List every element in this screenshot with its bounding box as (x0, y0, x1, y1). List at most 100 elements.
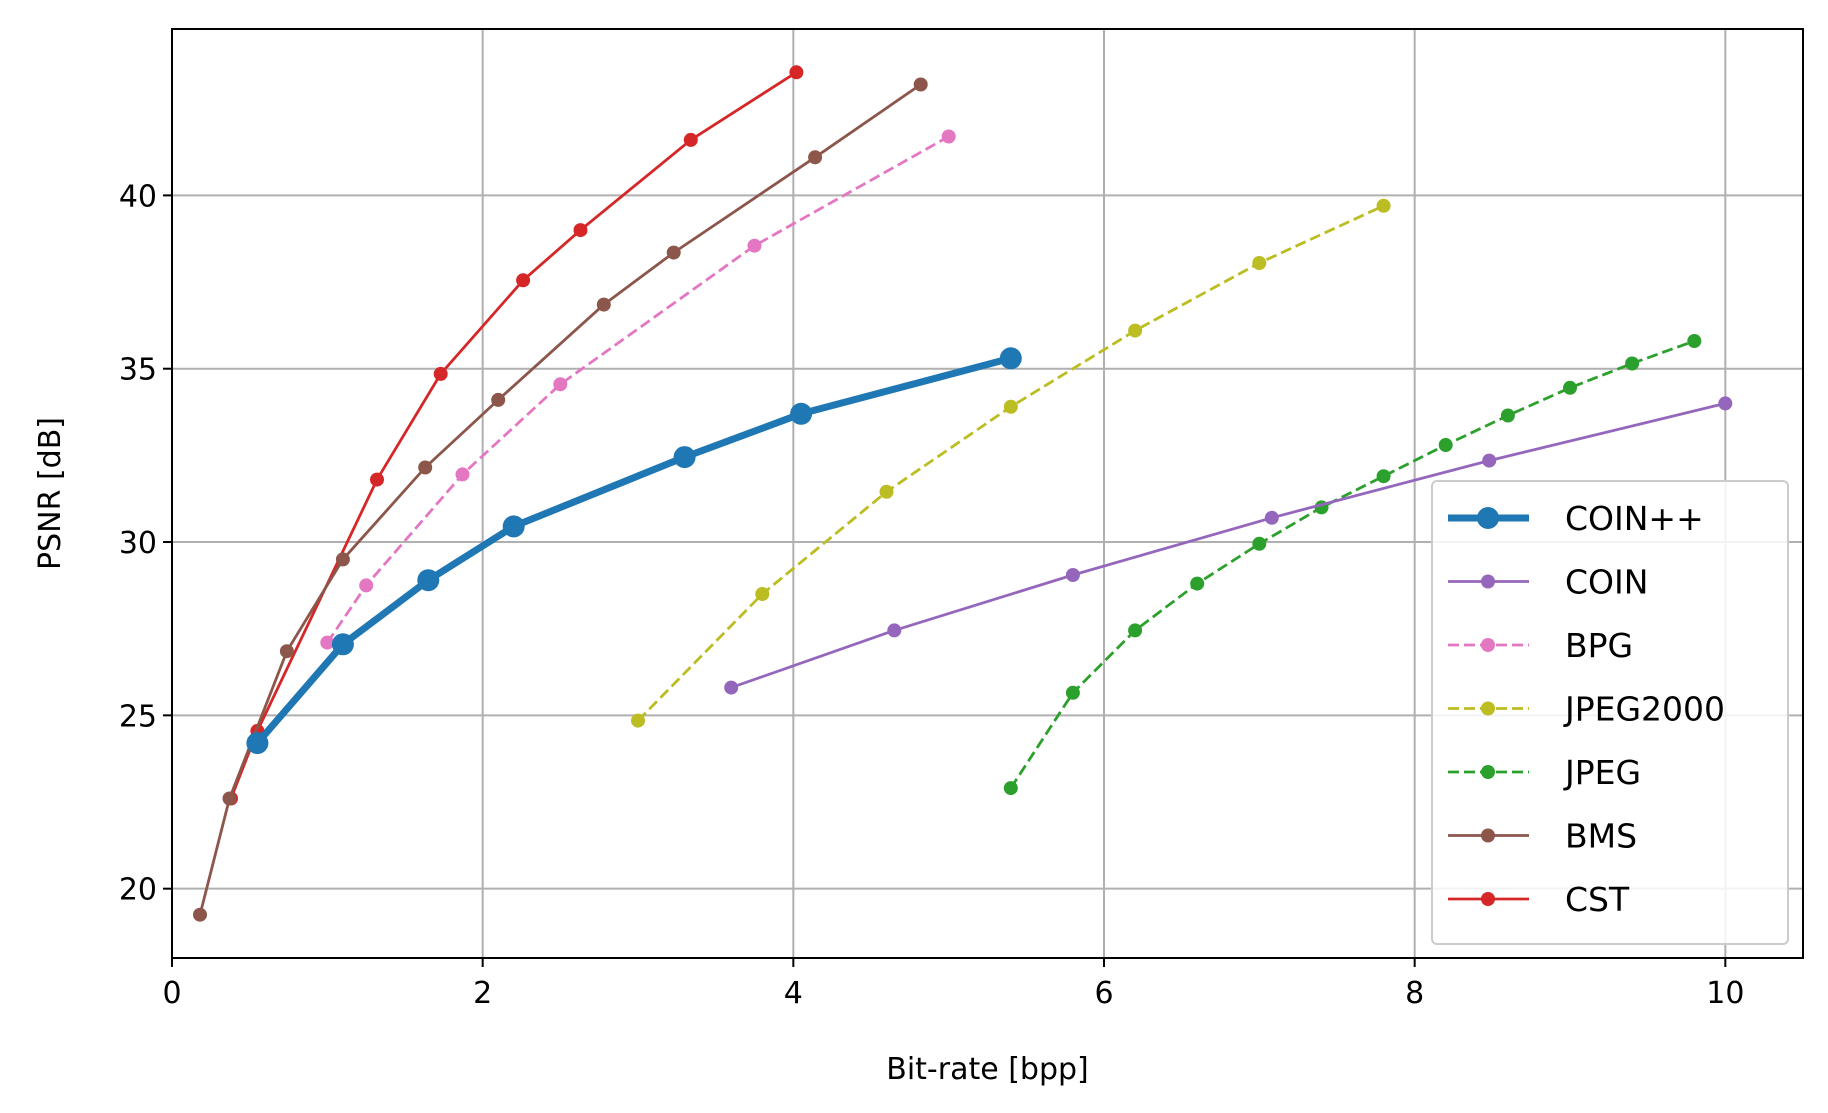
legend-label: JPEG2000 (1563, 690, 1725, 729)
series-bpg (320, 129, 956, 650)
series-jpeg (1003, 334, 1702, 796)
x-tick-label: 6 (1094, 976, 1113, 1011)
legend-label: COIN (1565, 563, 1648, 602)
legend-item-bpg: BPG (1448, 626, 1633, 665)
data-point-jpeg (1252, 536, 1267, 551)
series-line-coin (729, 401, 1727, 689)
data-point-jpeg (1003, 781, 1018, 796)
data-point-bms (222, 791, 237, 806)
data-point-coin (1718, 396, 1733, 411)
data-point-jpeg2000 (631, 713, 645, 728)
data-point-bms (913, 77, 928, 92)
data-point-jpeg (1190, 576, 1205, 591)
series-coin (246, 347, 1022, 755)
legend-swatch-marker (1481, 892, 1495, 906)
data-point-bpg (320, 635, 335, 650)
x-tick-label: 0 (162, 976, 181, 1011)
data-point-coin (331, 633, 354, 656)
x-tick-label: 2 (473, 976, 492, 1011)
data-point-bms (418, 460, 433, 475)
data-point-coin (790, 402, 813, 425)
data-point-jpeg (1376, 469, 1391, 484)
data-point-cst (516, 273, 531, 288)
legend-label: COIN++ (1565, 499, 1704, 538)
data-point-jpeg2000 (1003, 399, 1018, 414)
data-point-cst (683, 132, 698, 147)
data-point-coin (1264, 510, 1279, 525)
data-point-coin (724, 680, 739, 695)
legend-item-coin: COIN (1448, 563, 1648, 602)
legend-item-jpeg: JPEG (1448, 753, 1641, 792)
legend-item-jpeg2000: JPEG2000 (1448, 690, 1725, 729)
y-tick-label: 40 (119, 179, 157, 214)
legend-swatch-marker (1481, 765, 1495, 779)
x-tick-label: 8 (1405, 976, 1424, 1011)
data-point-bms (808, 150, 823, 165)
y-tick-label: 30 (119, 526, 157, 561)
data-point-coin (999, 347, 1022, 370)
data-point-bpg (455, 467, 470, 482)
legend-swatch-marker (1481, 701, 1495, 716)
data-point-coin (673, 446, 696, 469)
x-tick-label: 10 (1706, 976, 1744, 1011)
data-point-cst (370, 472, 384, 487)
data-point-coin (246, 732, 269, 755)
data-point-bms (491, 392, 506, 407)
legend-swatch-marker (1481, 828, 1495, 843)
data-point-jpeg (1438, 438, 1453, 452)
plot-frame (171, 28, 1804, 959)
data-point-bms (335, 552, 350, 567)
data-point-jpeg2000 (1252, 256, 1267, 270)
data-point-jpeg2000 (755, 587, 770, 601)
data-point-cst (573, 223, 588, 238)
legend-item-bms: BMS (1448, 817, 1637, 856)
data-point-coin (502, 515, 525, 538)
axis-ticks: 0 2 4 6 8 10 20 25 30 35 40 (119, 179, 1745, 1011)
data-point-bms (596, 297, 611, 312)
data-point-jpeg2000 (1376, 198, 1391, 213)
data-point-jpeg (1687, 334, 1702, 348)
series-line-cst (229, 70, 798, 800)
series-line-bpg (326, 135, 950, 644)
data-point-bms (279, 644, 294, 659)
data-point-bpg (553, 377, 568, 392)
y-tick-label: 35 (119, 353, 157, 388)
legend-box (1431, 480, 1789, 945)
data-point-bpg (747, 238, 762, 253)
series-line-bms (198, 83, 923, 917)
series-coin (724, 396, 1733, 695)
y-axis-label: PSNR [dB] (33, 417, 68, 570)
data-point-jpeg (1065, 685, 1080, 700)
data-point-bpg (359, 578, 374, 593)
data-point-coin (1482, 453, 1497, 468)
y-tick-label: 20 (119, 873, 157, 908)
legend: COIN++ COIN BPG JPEG2000 JPEG BMS CST (1431, 480, 1789, 945)
data-point-jpeg (1500, 408, 1515, 423)
data-point-bpg (941, 129, 956, 144)
data-point-cst (433, 366, 448, 381)
data-point-coin (1065, 568, 1080, 582)
legend-item-coin: COIN++ (1448, 499, 1704, 538)
legend-swatch-marker (1477, 507, 1499, 529)
data-point-coin (887, 623, 902, 638)
x-tick-label: 4 (784, 976, 803, 1011)
series-layer (193, 65, 1733, 922)
legend-swatch-marker (1481, 638, 1495, 652)
data-point-coin (417, 569, 440, 592)
data-point-bms (666, 245, 681, 260)
data-point-jpeg2000 (1128, 323, 1143, 338)
data-point-jpeg (1625, 356, 1640, 371)
series-bms (193, 77, 928, 922)
y-tick-label: 25 (119, 699, 157, 734)
series-jpeg2000 (631, 198, 1391, 728)
legend-swatch-marker (1481, 574, 1495, 589)
data-point-bms (193, 907, 207, 922)
data-point-cst (789, 65, 804, 80)
legend-label: BMS (1565, 817, 1637, 856)
data-point-jpeg (1128, 623, 1143, 638)
legend-label: JPEG (1563, 753, 1641, 792)
series-line-jpeg (1009, 339, 1695, 789)
x-axis-label: Bit-rate [bpp] (886, 1052, 1089, 1087)
data-point-jpeg (1563, 380, 1577, 395)
